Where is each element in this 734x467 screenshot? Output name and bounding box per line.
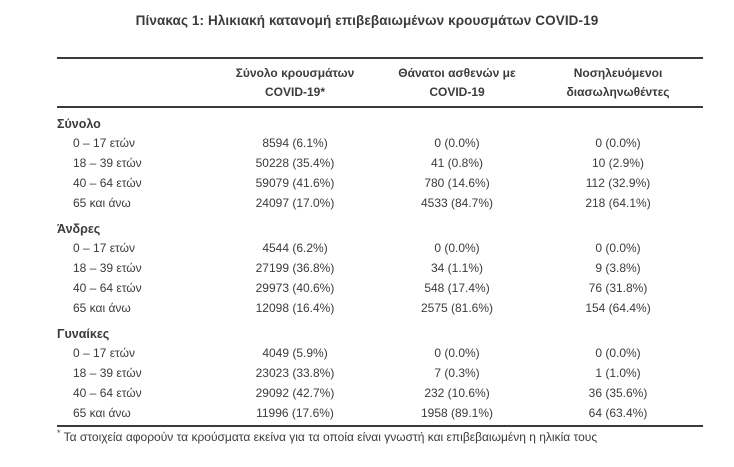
age-group-cell: 0 – 17 ετών (73, 346, 135, 360)
header-intubated-line2: διασωληνωθέντες (566, 85, 670, 99)
age-group-cell: 65 και άνω (73, 406, 131, 420)
table-row: 65 και άνω 12098 (16.4%) 2575 (81.6%) 15… (57, 298, 703, 318)
deaths-cell: 41 (0.8%) (430, 156, 484, 170)
deaths-cell: 0 (0.0%) (434, 136, 480, 150)
section-row-men: Άνδρες (57, 213, 703, 238)
section-label-men: Άνδρες (57, 222, 101, 236)
cases-cell: 4544 (6.2%) (262, 241, 328, 255)
table-row: 40 – 64 ετών 59079 (41.6%) 780 (14.6%) 1… (57, 173, 703, 193)
table-row: 18 – 39 ετών 27199 (36.8%) 34 (1.1%) 9 (… (57, 258, 703, 278)
intubated-cell: 10 (2.9%) (591, 156, 645, 170)
intubated-cell: 154 (64.4%) (585, 301, 651, 315)
section-row-total: Σύνολο (57, 108, 703, 133)
header-intubated: Νοσηλευόμενοι διασωληνωθέντες (533, 64, 703, 102)
deaths-cell: 0 (0.0%) (434, 241, 480, 255)
cases-cell: 23023 (33.8%) (255, 366, 335, 380)
intubated-cell: 36 (35.6%) (588, 386, 648, 400)
age-group-cell: 0 – 17 ετών (73, 136, 135, 150)
age-group-cell: 18 – 39 ετών (73, 261, 142, 275)
cases-cell: 29092 (42.7%) (255, 386, 335, 400)
intubated-cell: 76 (31.8%) (588, 281, 648, 295)
table-row: 18 – 39 ετών 50228 (35.4%) 41 (0.8%) 10 … (57, 153, 703, 173)
age-group-cell: 40 – 64 ετών (73, 386, 142, 400)
footnote-asterisk: * (57, 428, 61, 438)
table-body: Σύνολο 0 – 17 ετών 8594 (6.1%) 0 (0.0%) … (57, 108, 703, 427)
cases-cell: 50228 (35.4%) (255, 156, 335, 170)
table-row: 0 – 17 ετών 4544 (6.2%) 0 (0.0%) 0 (0.0%… (57, 238, 703, 258)
table-footnote: * Τα στοιχεία αφορούν τα κρούσματα εκείν… (57, 429, 717, 445)
age-group-cell: 18 – 39 ετών (73, 366, 142, 380)
header-deaths: Θάνατοι ασθενών με COVID-19 (381, 64, 533, 102)
age-group-cell: 65 και άνω (73, 301, 131, 315)
intubated-cell: 218 (64.1%) (585, 196, 651, 210)
table-row: 65 και άνω 11996 (17.6%) 1958 (89.1%) 64… (57, 403, 703, 423)
header-deaths-line2: COVID-19 (429, 85, 485, 99)
intubated-cell: 112 (32.9%) (585, 176, 651, 190)
section-label-total: Σύνολο (57, 117, 101, 131)
header-total-cases: Σύνολο κρουσμάτων COVID-19* (209, 64, 381, 102)
intubated-cell: 0 (0.0%) (595, 346, 641, 360)
cases-cell: 27199 (36.8%) (255, 261, 335, 275)
header-intubated-line1: Νοσηλευόμενοι (573, 66, 663, 80)
age-group-cell: 40 – 64 ετών (73, 281, 142, 295)
table-row: 0 – 17 ετών 4049 (5.9%) 0 (0.0%) 0 (0.0%… (57, 343, 703, 363)
intubated-cell: 0 (0.0%) (595, 136, 641, 150)
header-total-cases-line1: Σύνολο κρουσμάτων (235, 66, 355, 80)
header-empty-cell (57, 64, 209, 102)
cases-cell: 24097 (17.0%) (255, 196, 335, 210)
deaths-cell: 34 (1.1%) (430, 261, 484, 275)
deaths-cell: 1958 (89.1%) (420, 406, 494, 420)
intubated-cell: 1 (1.0%) (595, 366, 641, 380)
deaths-cell: 7 (0.3%) (434, 366, 480, 380)
deaths-cell: 2575 (81.6%) (420, 301, 494, 315)
table-row: 18 – 39 ετών 23023 (33.8%) 7 (0.3%) 1 (1… (57, 363, 703, 383)
deaths-cell: 4533 (84.7%) (420, 196, 494, 210)
table-row: 40 – 64 ετών 29092 (42.7%) 232 (10.6%) 3… (57, 383, 703, 403)
cases-cell: 59079 (41.6%) (255, 176, 335, 190)
age-group-cell: 18 – 39 ετών (73, 156, 142, 170)
deaths-cell: 232 (10.6%) (424, 386, 490, 400)
cases-cell: 11996 (17.6%) (256, 406, 334, 420)
section-label-women: Γυναίκες (57, 327, 110, 341)
cases-cell: 4049 (5.9%) (262, 346, 328, 360)
cases-cell: 12098 (16.4%) (255, 301, 335, 315)
table-row: 65 και άνω 24097 (17.0%) 4533 (84.7%) 21… (57, 193, 703, 213)
age-group-cell: 65 και άνω (73, 196, 131, 210)
table-title: Πίνακας 1: Ηλικιακή κατανομή επιβεβαιωμέ… (135, 13, 599, 28)
deaths-cell: 548 (17.4%) (424, 281, 490, 295)
header-total-cases-line2: COVID-19* (264, 85, 326, 99)
covid-age-distribution-table: Σύνολο κρουσμάτων COVID-19* Θάνατοι ασθε… (57, 57, 703, 427)
cases-cell: 8594 (6.1%) (262, 136, 328, 150)
section-row-women: Γυναίκες (57, 318, 703, 343)
age-group-cell: 40 – 64 ετών (73, 176, 142, 190)
table-row: 0 – 17 ετών 8594 (6.1%) 0 (0.0%) 0 (0.0%… (57, 133, 703, 153)
table-row: 40 – 64 ετών 29973 (40.6%) 548 (17.4%) 7… (57, 278, 703, 298)
age-group-cell: 0 – 17 ετών (73, 241, 135, 255)
header-deaths-line1: Θάνατοι ασθενών με (398, 66, 516, 80)
table-header-row: Σύνολο κρουσμάτων COVID-19* Θάνατοι ασθε… (57, 59, 703, 108)
deaths-cell: 0 (0.0%) (434, 346, 480, 360)
intubated-cell: 9 (3.8%) (595, 261, 641, 275)
intubated-cell: 0 (0.0%) (595, 241, 641, 255)
cases-cell: 29973 (40.6%) (255, 281, 335, 295)
deaths-cell: 780 (14.6%) (424, 176, 490, 190)
footnote-text: Τα στοιχεία αφορούν τα κρούσματα εκείνα … (63, 430, 598, 444)
intubated-cell: 64 (63.4%) (588, 406, 648, 420)
